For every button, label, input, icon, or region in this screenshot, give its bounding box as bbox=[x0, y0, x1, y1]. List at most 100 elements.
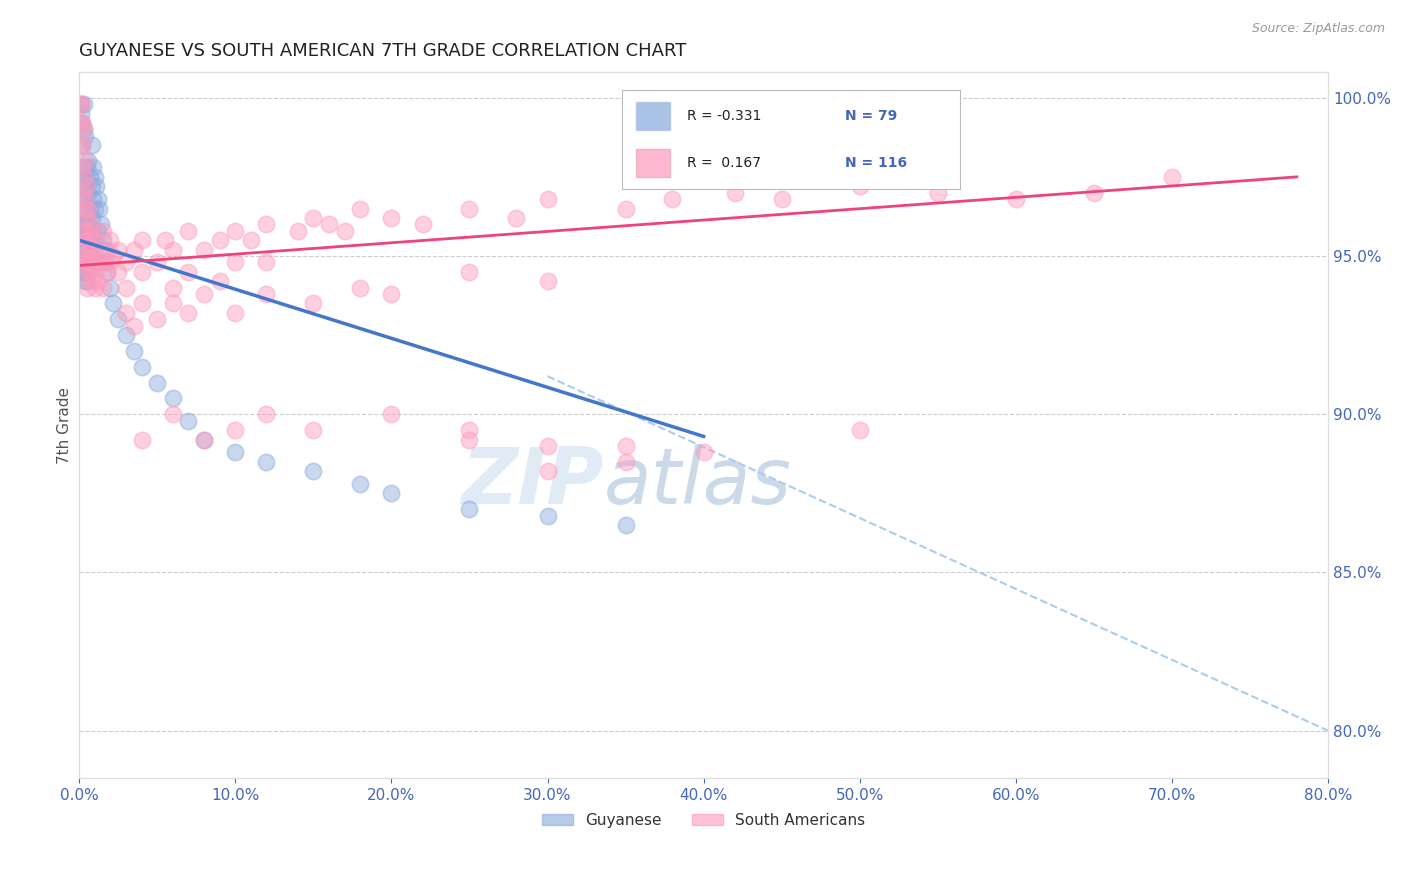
Point bbox=[77, 186, 100, 200]
Point bbox=[162, 280, 184, 294]
Point bbox=[70, 116, 93, 130]
Point bbox=[79, 218, 101, 232]
Point bbox=[380, 287, 402, 301]
Point bbox=[73, 255, 96, 269]
Point bbox=[103, 296, 125, 310]
Point bbox=[76, 233, 98, 247]
Point bbox=[76, 280, 98, 294]
Point bbox=[131, 265, 153, 279]
Point bbox=[224, 255, 246, 269]
Point bbox=[73, 218, 96, 232]
Point bbox=[302, 211, 325, 225]
Point bbox=[87, 274, 110, 288]
Point bbox=[177, 306, 200, 320]
Point bbox=[614, 439, 637, 453]
Point bbox=[107, 312, 129, 326]
Point bbox=[80, 249, 103, 263]
Point bbox=[76, 274, 98, 288]
Point bbox=[75, 265, 97, 279]
Point bbox=[73, 233, 96, 247]
Point bbox=[70, 186, 93, 200]
Point bbox=[70, 138, 93, 153]
Point bbox=[349, 476, 371, 491]
Text: Source: ZipAtlas.com: Source: ZipAtlas.com bbox=[1251, 22, 1385, 36]
Point bbox=[536, 192, 558, 206]
Text: ZIP: ZIP bbox=[461, 444, 603, 520]
Point bbox=[79, 202, 101, 216]
Point bbox=[82, 192, 104, 206]
Point bbox=[89, 202, 111, 216]
Point bbox=[70, 218, 93, 232]
Point bbox=[76, 179, 98, 194]
Point bbox=[75, 128, 97, 143]
Point bbox=[75, 274, 97, 288]
Point bbox=[76, 202, 98, 216]
Point bbox=[177, 224, 200, 238]
Point bbox=[770, 192, 793, 206]
Point bbox=[848, 179, 870, 194]
Point bbox=[96, 243, 118, 257]
Point bbox=[98, 280, 121, 294]
Point bbox=[80, 211, 103, 225]
Point bbox=[87, 224, 110, 238]
Point bbox=[536, 508, 558, 523]
Point bbox=[208, 233, 231, 247]
Point bbox=[256, 287, 278, 301]
Point bbox=[83, 169, 105, 184]
Point bbox=[76, 255, 98, 269]
Point bbox=[349, 202, 371, 216]
Point bbox=[193, 433, 215, 447]
Point bbox=[256, 255, 278, 269]
Point bbox=[131, 296, 153, 310]
Point bbox=[107, 243, 129, 257]
Point bbox=[224, 224, 246, 238]
Point bbox=[73, 224, 96, 238]
Point bbox=[76, 179, 98, 194]
Point bbox=[131, 233, 153, 247]
Legend: Guyanese, South Americans: Guyanese, South Americans bbox=[536, 807, 872, 834]
Point bbox=[91, 224, 114, 238]
Point bbox=[90, 218, 112, 232]
Point bbox=[1083, 186, 1105, 200]
Point bbox=[724, 186, 747, 200]
Point bbox=[83, 265, 105, 279]
Point bbox=[75, 265, 97, 279]
Point bbox=[69, 97, 91, 112]
Point bbox=[1161, 169, 1184, 184]
Point bbox=[79, 233, 101, 247]
Point bbox=[177, 413, 200, 427]
Point bbox=[614, 518, 637, 533]
Point bbox=[77, 255, 100, 269]
Point bbox=[77, 218, 100, 232]
Point bbox=[661, 192, 683, 206]
Point bbox=[256, 218, 278, 232]
Point bbox=[83, 202, 105, 216]
Point bbox=[239, 233, 262, 247]
Point bbox=[73, 265, 96, 279]
Point bbox=[224, 445, 246, 459]
Point bbox=[256, 455, 278, 469]
Point bbox=[162, 243, 184, 257]
Point bbox=[162, 296, 184, 310]
Point bbox=[73, 122, 96, 136]
Point bbox=[76, 211, 98, 225]
Point bbox=[69, 97, 91, 112]
Point bbox=[75, 233, 97, 247]
Point bbox=[458, 502, 481, 516]
Point bbox=[302, 423, 325, 437]
Point bbox=[927, 186, 949, 200]
Point bbox=[83, 233, 105, 247]
Point bbox=[614, 455, 637, 469]
Point bbox=[69, 138, 91, 153]
Point bbox=[193, 287, 215, 301]
Point bbox=[80, 224, 103, 238]
Point bbox=[208, 274, 231, 288]
Point bbox=[122, 343, 145, 358]
Point bbox=[333, 224, 356, 238]
Point bbox=[91, 233, 114, 247]
Point bbox=[94, 255, 117, 269]
Point bbox=[93, 243, 115, 257]
Point bbox=[84, 179, 107, 194]
Point bbox=[79, 169, 101, 184]
Point bbox=[73, 202, 96, 216]
